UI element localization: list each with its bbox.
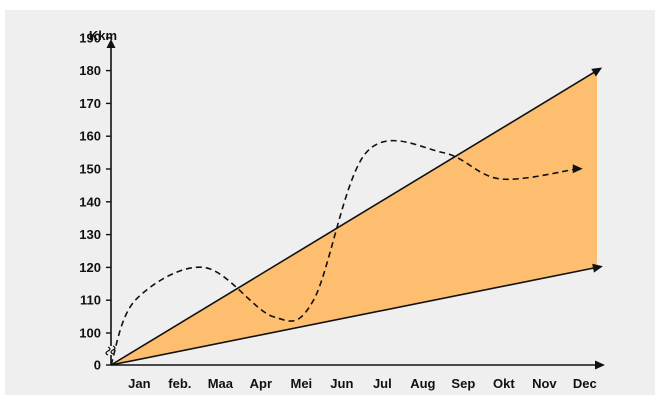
y-tick-label: 200: [79, 10, 101, 13]
y-tick-label: 110: [80, 293, 101, 308]
y-tick-label: 180: [79, 63, 101, 78]
x-tick-label: Jan: [128, 376, 150, 391]
lower-line-arrow: [592, 263, 603, 273]
y-tick-label: 170: [79, 96, 101, 111]
y-tick-label: 160: [79, 129, 101, 144]
y-tick-label: 140: [79, 194, 101, 209]
x-tick-label: Apr: [250, 376, 272, 391]
x-axis-arrow: [595, 360, 605, 370]
x-tick-label: Mei: [291, 376, 313, 391]
x-tick-label: Sep: [451, 376, 475, 391]
x-tick-label: Jun: [330, 376, 353, 391]
y-tick-label: 0: [94, 358, 101, 373]
upper-line: [110, 69, 598, 366]
chart-panel: 0 100 110 120 130 140 150 160 170 180 190 200 Jan feb…: [5, 0, 655, 395]
lower-line: [110, 266, 598, 366]
x-tick-label: feb.: [168, 376, 191, 391]
x-tick-label: Dec: [573, 376, 597, 391]
y-tick-label: 150: [79, 162, 101, 177]
chart-svg: 0 100 110 120 130 140 150 160 170 180 190 200 Jan feb…: [79, 0, 605, 391]
x-tick-label: Maa: [208, 376, 234, 391]
y-tick-label: 100: [79, 326, 101, 341]
y-axis-arrow: [106, 39, 116, 48]
dashed-curve: [110, 139, 577, 366]
dashed-curve-arrow: [572, 164, 583, 174]
axis-break-mark: [110, 345, 116, 355]
y-tick-label: 120: [79, 260, 101, 275]
y-tick-label: 190: [79, 30, 101, 45]
x-tick-label: Okt: [493, 376, 515, 391]
x-tick-label: Jul: [373, 376, 392, 391]
x-tick-label: Aug: [410, 376, 435, 391]
y-tick-label: 130: [79, 227, 101, 242]
axis-break-mark: [105, 346, 111, 356]
axis-break-gap: [107, 346, 115, 355]
y-axis-title: Kkm: [89, 28, 117, 43]
x-tick-label: Nov: [532, 376, 557, 391]
upper-line-arrow: [591, 67, 603, 77]
